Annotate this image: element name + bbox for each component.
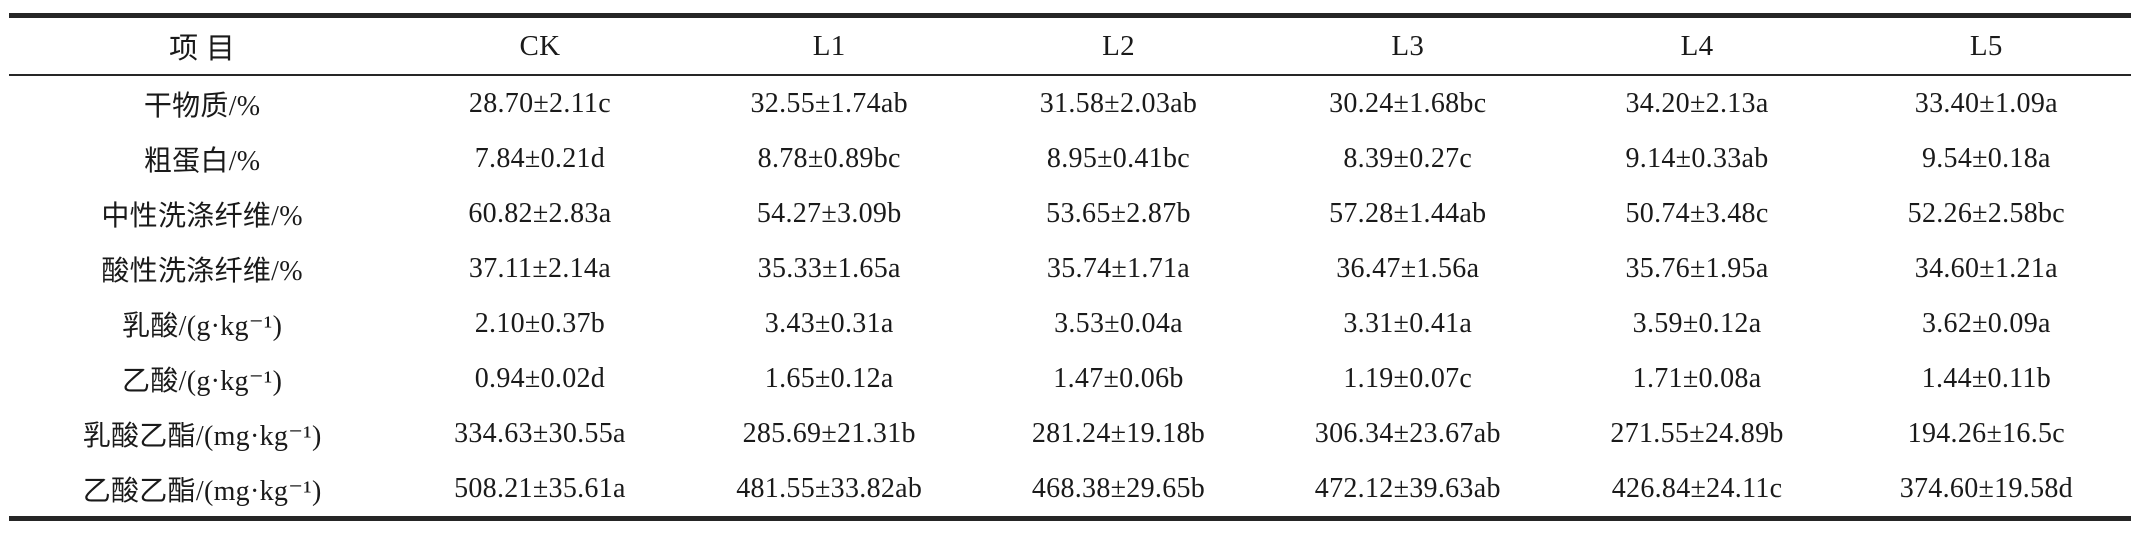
column-header-l3: L3 — [1391, 29, 1425, 62]
row-label: 乙酸乙酯/(mg·kg⁻¹) — [82, 475, 322, 507]
table-cell: 54.27±3.09b — [756, 197, 902, 229]
header-row: 项 目 CK L1 L2 L3 L4 L5 — [9, 16, 2131, 75]
table-row: 粗蛋白/% 7.84±0.21d 8.78±0.89bc 8.95±0.41bc… — [9, 131, 2131, 186]
table-cell: 36.47±1.56a — [1336, 252, 1480, 284]
table-cell: 481.55±33.82ab — [736, 472, 923, 504]
table-cell: 52.26±2.58bc — [1907, 197, 2066, 229]
table-cell: 34.60±1.21a — [1914, 252, 2058, 284]
table-body: 干物质/% 28.70±2.11c 32.55±1.74ab 31.58±2.0… — [9, 75, 2131, 519]
column-header-l5: L5 — [1969, 29, 2003, 62]
table-cell: 3.43±0.31a — [764, 307, 894, 339]
table-cell: 35.76±1.95a — [1625, 252, 1769, 284]
row-label: 乳酸乙酯/(mg·kg⁻¹) — [82, 420, 322, 452]
table-row: 酸性洗涤纤维/% 37.11±2.14a 35.33±1.65a 35.74±1… — [9, 241, 2131, 296]
row-label: 干物质/% — [143, 90, 261, 122]
table-cell: 472.12±39.63ab — [1314, 472, 1501, 504]
table-cell: 8.95±0.41bc — [1046, 142, 1191, 174]
table-cell: 50.74±3.48c — [1625, 197, 1769, 229]
table-cell: 3.62±0.09a — [1921, 307, 2051, 339]
row-label: 粗蛋白/% — [143, 145, 261, 177]
table-cell: 31.58±2.03ab — [1039, 87, 1198, 119]
table-cell: 285.69±21.31b — [742, 417, 916, 449]
row-label: 中性洗涤纤维/% — [101, 200, 303, 232]
column-header-item: 项 目 — [169, 33, 236, 65]
table-cell: 28.70±2.11c — [468, 87, 611, 119]
table-cell: 1.71±0.08a — [1632, 362, 1762, 394]
table-cell: 1.19±0.07c — [1343, 362, 1473, 394]
silage-quality-table: 项 目 CK L1 L2 L3 L4 L5 干物质/% 28.70±2.11c … — [9, 13, 2131, 521]
column-header-ck: CK — [519, 29, 561, 62]
table-cell: 8.39±0.27c — [1343, 142, 1473, 174]
table-cell: 0.94±0.02d — [474, 362, 606, 394]
table-cell: 3.53±0.04a — [1054, 307, 1183, 339]
table-cell: 334.63±30.55a — [454, 417, 626, 449]
table-cell: 32.55±1.74ab — [750, 87, 908, 119]
table-cell: 426.84±24.11c — [1611, 472, 1783, 504]
table-cell: 306.34±23.67ab — [1314, 417, 1501, 449]
table-cell: 374.60±19.58d — [1899, 472, 2073, 504]
table-cell: 194.26±16.5c — [1907, 417, 2066, 449]
table-cell: 281.24±19.18b — [1031, 417, 1206, 449]
table-cell: 57.28±1.44ab — [1329, 197, 1487, 229]
table-cell: 7.84±0.21d — [474, 142, 606, 174]
table-cell: 35.74±1.71a — [1046, 252, 1191, 284]
table-cell: 1.47±0.06b — [1053, 362, 1184, 394]
table-cell: 508.21±35.61a — [454, 472, 626, 504]
table-cell: 35.33±1.65a — [757, 252, 901, 284]
table-cell: 2.10±0.37b — [474, 307, 606, 339]
table-cell: 53.65±2.87b — [1046, 197, 1191, 229]
table-cell: 1.44±0.11b — [1921, 362, 2051, 394]
table-cell: 1.65±0.12a — [764, 362, 894, 394]
column-header-l2: L2 — [1102, 29, 1135, 62]
table-row: 乳酸/(g·kg⁻¹) 2.10±0.37b 3.43±0.31a 3.53±0… — [9, 296, 2131, 351]
table-row: 中性洗涤纤维/% 60.82±2.83a 54.27±3.09b 53.65±2… — [9, 186, 2131, 241]
table-cell: 271.55±24.89b — [1610, 417, 1784, 449]
table-cell: 60.82±2.83a — [468, 197, 612, 229]
table-cell: 9.14±0.33ab — [1625, 142, 1769, 174]
table-row: 干物质/% 28.70±2.11c 32.55±1.74ab 31.58±2.0… — [9, 75, 2131, 131]
row-label: 乙酸/(g·kg⁻¹) — [122, 365, 283, 397]
table-row: 乙酸乙酯/(mg·kg⁻¹) 508.21±35.61a 481.55±33.8… — [9, 461, 2131, 519]
table-cell: 34.20±2.13a — [1625, 87, 1769, 119]
table-cell: 468.38±29.65b — [1031, 472, 1206, 504]
table-cell: 3.59±0.12a — [1632, 307, 1762, 339]
table-row: 乙酸/(g·kg⁻¹) 0.94±0.02d 1.65±0.12a 1.47±0… — [9, 351, 2131, 406]
table-cell: 9.54±0.18a — [1921, 142, 2051, 174]
table-cell: 8.78±0.89bc — [757, 142, 901, 174]
table-cell: 33.40±1.09a — [1914, 87, 2058, 119]
column-header-l1: L1 — [812, 29, 846, 62]
row-label: 酸性洗涤纤维/% — [101, 255, 303, 287]
table-cell: 30.24±1.68bc — [1329, 87, 1487, 119]
table-cell: 37.11±2.14a — [468, 252, 611, 284]
table-cell: 3.31±0.41a — [1343, 307, 1473, 339]
table-row: 乳酸乙酯/(mg·kg⁻¹) 334.63±30.55a 285.69±21.3… — [9, 406, 2131, 461]
row-label: 乳酸/(g·kg⁻¹) — [122, 310, 283, 342]
column-header-l4: L4 — [1680, 29, 1714, 62]
